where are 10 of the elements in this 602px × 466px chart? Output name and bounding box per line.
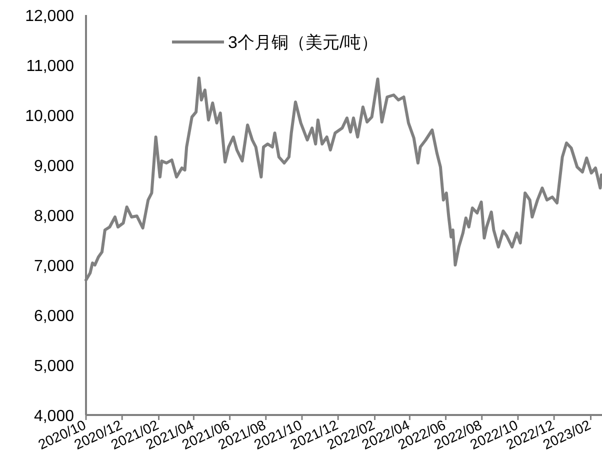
y-tick-label: 8,000 — [34, 208, 74, 225]
y-tick-label: 7,000 — [34, 258, 74, 275]
y-tick-label: 10,000 — [25, 108, 74, 125]
y-tick-label: 5,000 — [34, 358, 74, 375]
y-tick-label: 4,000 — [34, 408, 74, 425]
y-tick-label: 11,000 — [26, 58, 74, 75]
y-tick-label: 9,000 — [34, 158, 74, 175]
y-tick-label: 6,000 — [34, 308, 74, 325]
legend-label: 3个月铜（美元/吨） — [228, 33, 378, 52]
y-tick-label: 12,000 — [25, 8, 74, 25]
